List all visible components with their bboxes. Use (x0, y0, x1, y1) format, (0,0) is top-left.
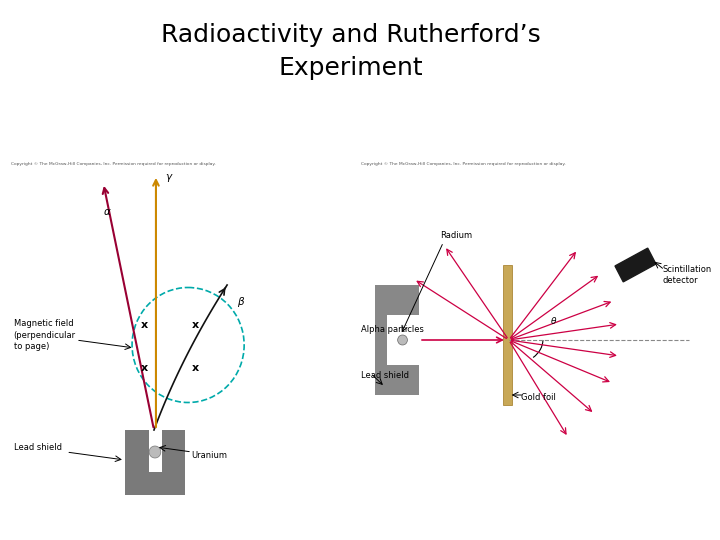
Text: Lead shield: Lead shield (14, 443, 62, 453)
Bar (375, 285, 387, 395)
Text: x: x (140, 320, 148, 330)
Text: Radium: Radium (441, 231, 472, 240)
Circle shape (149, 446, 161, 458)
Text: Lead shield: Lead shield (361, 370, 409, 380)
Text: Uranium: Uranium (191, 450, 227, 460)
Bar (149, 430, 162, 472)
Bar (375, 365, 419, 395)
Text: Magnetic field
(perpendicular
to page): Magnetic field (perpendicular to page) (14, 319, 76, 352)
Text: x: x (140, 363, 148, 373)
Text: Radioactivity and Rutherford’s: Radioactivity and Rutherford’s (161, 23, 541, 47)
Bar (375, 285, 419, 315)
Text: Copyright © The McGraw-Hill Companies, Inc. Permission required for reproduction: Copyright © The McGraw-Hill Companies, I… (361, 162, 565, 166)
Text: $\alpha$: $\alpha$ (103, 207, 112, 217)
Text: Experiment: Experiment (279, 56, 423, 80)
Text: Copyright © The McGraw-Hill Companies, Inc. Permission required for reproduction: Copyright © The McGraw-Hill Companies, I… (11, 162, 215, 166)
Text: Alpha particles: Alpha particles (361, 326, 423, 334)
Text: $\theta$: $\theta$ (549, 315, 557, 326)
Bar (125, 430, 185, 495)
Text: x: x (192, 320, 199, 330)
Text: Gold foil: Gold foil (521, 394, 557, 402)
Text: x: x (192, 363, 199, 373)
Text: Scintillation
detector: Scintillation detector (663, 265, 712, 286)
Text: $\gamma$: $\gamma$ (165, 172, 174, 184)
Bar (503, 265, 512, 405)
Polygon shape (615, 248, 656, 282)
Text: $\beta$: $\beta$ (237, 295, 245, 309)
Circle shape (397, 335, 408, 345)
